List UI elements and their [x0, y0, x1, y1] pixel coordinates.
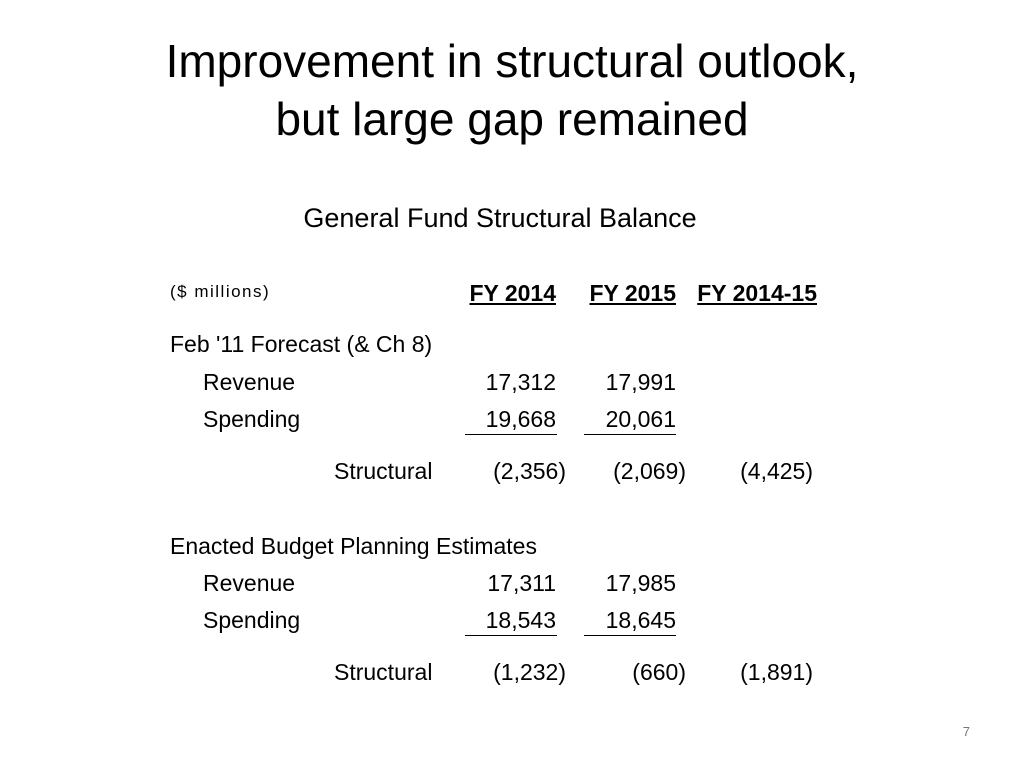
spending-value-fy2014: 19,668: [485, 406, 556, 432]
page-number: 7: [962, 724, 970, 739]
revenue-label: Revenue: [203, 570, 296, 596]
spending-value-fy2015: 20,061: [605, 406, 676, 432]
revenue-value-fy2015: 17,985: [605, 570, 676, 596]
column-header-fy2014: FY 2014: [469, 280, 556, 306]
structural-label: Structural: [334, 659, 433, 685]
spending-label: Spending: [203, 607, 301, 633]
subtotal-rule: [465, 434, 557, 435]
section-label-feb-forecast: Feb '11 Forecast (& Ch 8): [170, 331, 433, 357]
slide-title-line-1: Improvement in structural outlook,: [165, 35, 859, 87]
slide-title-line-2: but large gap remained: [275, 93, 749, 145]
units-label: ($ millions): [170, 282, 271, 301]
structural-value-fy2014: (2,356): [493, 458, 566, 484]
subtotal-rule: [584, 434, 676, 435]
spending-value-fy2014: 18,543: [485, 607, 556, 633]
structural-value-fy2015: (2,069): [613, 458, 686, 484]
subtotal-rule: [584, 635, 676, 636]
subtotal-rule: [465, 635, 557, 636]
structural-value-fy2015: (660): [632, 659, 686, 685]
column-header-fy2014-15: FY 2014-15: [697, 280, 817, 306]
spending-label: Spending: [203, 406, 301, 432]
structural-value-fy2014: (1,232): [493, 659, 566, 685]
structural-value-fy2014-15: (1,891): [740, 659, 813, 685]
spending-value-fy2015: 18,645: [605, 607, 676, 633]
revenue-value-fy2014: 17,312: [485, 369, 556, 395]
section-label-enacted-estimates: Enacted Budget Planning Estimates: [170, 533, 537, 559]
structural-value-fy2014-15: (4,425): [740, 458, 813, 484]
column-header-fy2015: FY 2015: [589, 280, 676, 306]
revenue-value-fy2015: 17,991: [605, 369, 676, 395]
table-subtitle: General Fund Structural Balance: [303, 203, 697, 233]
revenue-label: Revenue: [203, 369, 296, 395]
revenue-value-fy2014: 17,311: [487, 570, 556, 596]
slide-title: Improvement in structural outlook, but l…: [0, 32, 1024, 148]
structural-label: Structural: [334, 458, 433, 484]
